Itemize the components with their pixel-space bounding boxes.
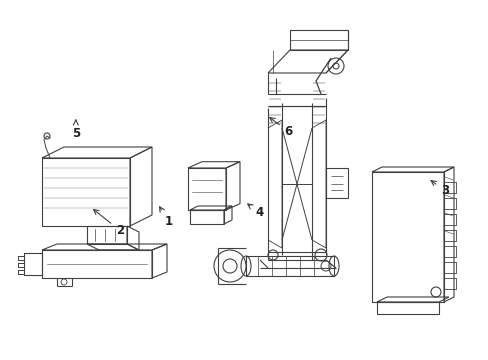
Text: 4: 4 [247,204,263,219]
Text: 6: 6 [269,118,292,138]
Text: 1: 1 [159,207,172,228]
Text: 2: 2 [93,210,123,237]
Text: 5: 5 [72,120,80,140]
Text: 3: 3 [430,181,448,197]
